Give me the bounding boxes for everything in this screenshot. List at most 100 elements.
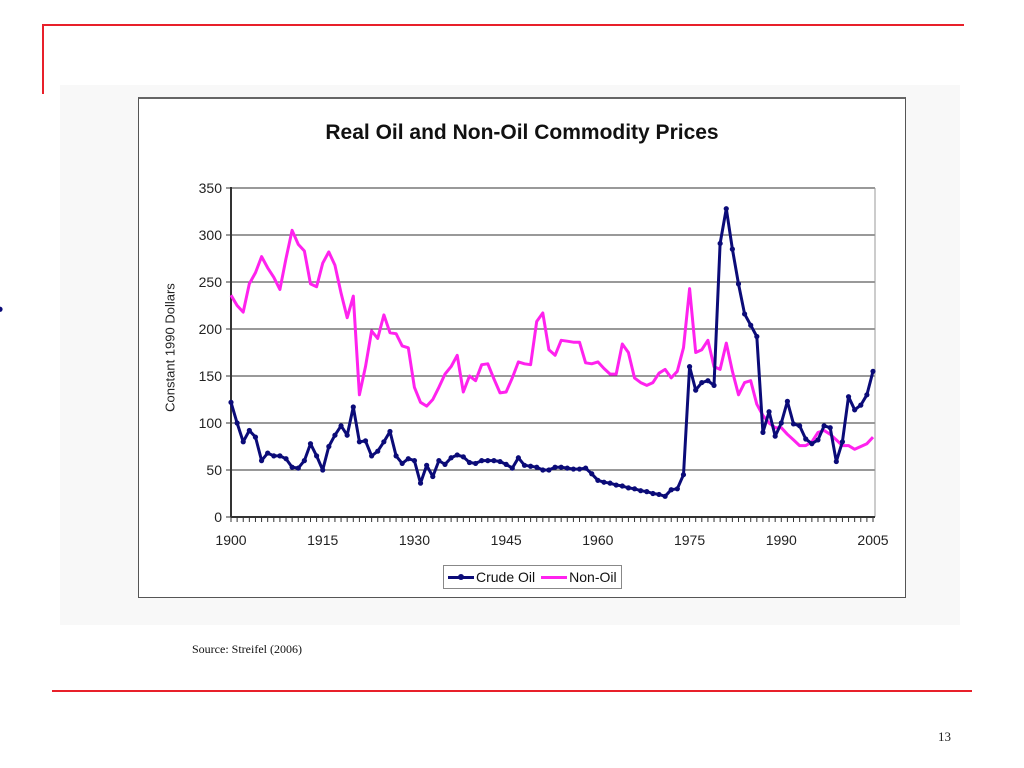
data-point-crude-oil xyxy=(839,439,846,445)
data-point-crude-oil xyxy=(277,453,283,459)
data-point-crude-oil xyxy=(326,443,332,450)
data-point-crude-oil xyxy=(686,364,693,370)
y-tick-label: 350 xyxy=(199,180,223,196)
data-point-crude-oil xyxy=(289,464,295,470)
data-point-crude-oil xyxy=(797,423,803,429)
data-point-crude-oil xyxy=(369,453,375,459)
data-point-crude-oil xyxy=(375,448,381,454)
data-point-crude-oil xyxy=(705,378,711,384)
data-point-crude-oil xyxy=(735,281,742,287)
data-point-crude-oil xyxy=(528,463,534,469)
data-point-crude-oil xyxy=(424,462,430,468)
data-point-crude-oil xyxy=(723,206,729,212)
data-point-crude-oil xyxy=(729,246,735,252)
data-point-crude-oil xyxy=(772,433,778,439)
data-point-crude-oil xyxy=(295,465,301,471)
data-point-crude-oil xyxy=(283,456,289,462)
data-point-crude-oil xyxy=(619,483,625,489)
data-point-crude-oil xyxy=(460,454,466,460)
data-point-crude-oil xyxy=(583,465,589,471)
data-point-crude-oil xyxy=(833,458,839,465)
data-point-crude-oil xyxy=(381,439,387,445)
legend-marker-crude-oil xyxy=(458,573,464,580)
data-point-crude-oil xyxy=(320,467,326,473)
data-point-crude-oil xyxy=(436,458,442,464)
series-line-crude-oil xyxy=(229,207,875,498)
data-point-crude-oil xyxy=(790,421,797,427)
axes: 0 50 100 150 200 250 300 350 1900 1915 1930 1945 196… xyxy=(199,180,889,548)
data-point-crude-oil xyxy=(356,439,362,445)
data-point-crude-oil xyxy=(521,462,528,468)
data-point-crude-oil xyxy=(858,402,864,408)
data-point-crude-oil xyxy=(393,453,399,459)
x-tick-label: 1975 xyxy=(674,532,705,548)
x-tick-label: 1900 xyxy=(215,532,246,548)
data-point-crude-oil xyxy=(607,480,613,486)
data-point-crude-oil xyxy=(344,432,350,438)
data-point-crude-oil xyxy=(240,439,246,445)
data-point-crude-oil xyxy=(742,311,748,317)
legend-item-non-oil: Non-Oil xyxy=(541,569,617,585)
data-point-crude-oil xyxy=(589,471,595,477)
data-point-crude-oil xyxy=(638,488,644,494)
y-tick-label: 0 xyxy=(214,509,222,525)
data-point-crude-oil xyxy=(448,455,454,461)
legend-swatch-non-oil xyxy=(541,575,568,579)
data-point-crude-oil xyxy=(442,461,448,467)
y-tick-label: 300 xyxy=(199,227,223,243)
data-point-crude-oil xyxy=(252,434,259,440)
data-point-crude-oil xyxy=(497,458,503,465)
data-point-crude-oil xyxy=(546,467,552,473)
data-point-crude-oil xyxy=(405,456,411,462)
data-point-crude-oil xyxy=(258,458,265,464)
bottom-accent-rule xyxy=(52,690,972,692)
legend-label-non-oil: Non-Oil xyxy=(569,569,617,585)
data-point-crude-oil xyxy=(540,467,546,473)
page-number: 13 xyxy=(938,729,951,744)
data-point-crude-oil xyxy=(766,409,772,415)
data-point-crude-oil xyxy=(778,420,784,426)
left-accent-rule xyxy=(42,24,44,94)
legend-swatch-crude-oil xyxy=(448,573,474,580)
data-point-crude-oil xyxy=(570,466,577,472)
data-point-crude-oil xyxy=(234,420,240,426)
x-tick-label: 1990 xyxy=(766,532,797,548)
data-point-crude-oil xyxy=(576,466,583,472)
series-line-non-oil xyxy=(229,228,875,451)
y-tick-label: 100 xyxy=(199,415,223,431)
data-point-crude-oil xyxy=(601,479,607,485)
x-tick-label: 1915 xyxy=(307,532,338,548)
data-point-crude-oil xyxy=(656,491,662,498)
data-point-crude-oil xyxy=(491,458,497,464)
y-tick-label: 150 xyxy=(199,368,223,384)
x-tick-label: 1960 xyxy=(582,532,613,548)
data-point-crude-oil xyxy=(870,368,876,374)
data-point-crude-oil xyxy=(748,322,754,328)
data-point-crude-oil xyxy=(417,480,424,486)
series-layer xyxy=(0,206,876,499)
data-point-crude-oil xyxy=(662,493,668,499)
data-point-crude-oil xyxy=(411,458,418,464)
legend-item-crude-oil: Crude Oil xyxy=(448,569,535,585)
data-point-crude-oil xyxy=(503,461,509,467)
y-tick-label: 50 xyxy=(206,462,222,478)
data-point-crude-oil xyxy=(644,489,650,495)
data-point-crude-oil xyxy=(472,460,479,467)
y-tick-label: 250 xyxy=(199,274,223,290)
data-point-crude-oil xyxy=(515,455,521,461)
data-point-crude-oil xyxy=(564,465,570,471)
data-point-crude-oil xyxy=(809,441,815,447)
data-point-crude-oil xyxy=(332,432,338,438)
data-point-crude-oil xyxy=(760,429,766,435)
data-point-crude-oil xyxy=(430,473,436,480)
chart-frame xyxy=(138,97,906,598)
legend: Crude Oil Non-Oil xyxy=(443,565,622,589)
data-point-crude-oil xyxy=(485,458,491,464)
data-point-crude-oil xyxy=(668,487,674,493)
data-point-crude-oil xyxy=(0,306,3,312)
data-point-crude-oil xyxy=(338,423,344,429)
data-point-crude-oil xyxy=(228,399,234,405)
data-point-crude-oil xyxy=(387,428,393,435)
data-point-crude-oil xyxy=(613,482,619,488)
top-accent-rule xyxy=(42,24,964,26)
